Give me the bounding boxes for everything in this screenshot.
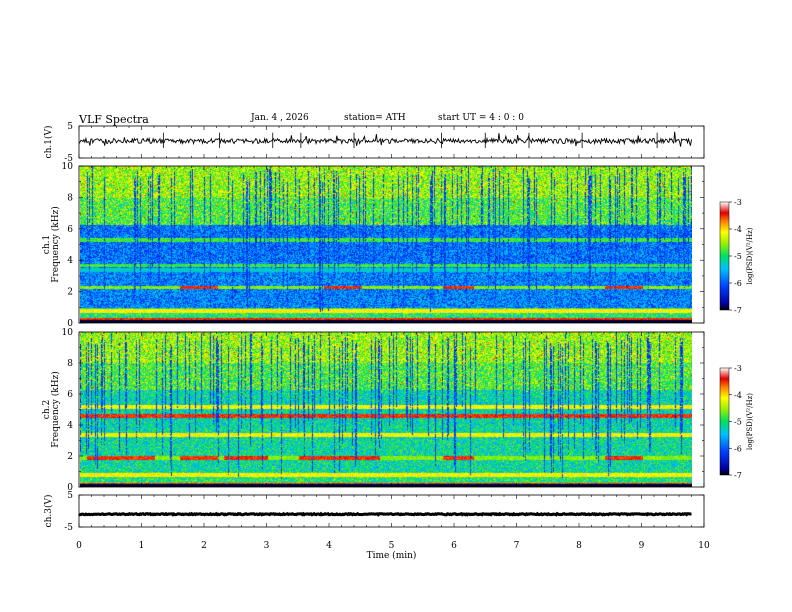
ch1-waveform-frame	[78, 125, 705, 159]
y-tick-label: 6	[67, 390, 73, 400]
ch1-waveform-trace	[78, 131, 692, 147]
y-tick-label: 4	[67, 421, 73, 431]
start-ut-label: start UT = 4 : 0 : 0	[438, 113, 524, 123]
channel-label: ch.1	[42, 235, 52, 254]
y-tick-label: 4	[67, 256, 73, 266]
x-tick-label: 7	[514, 541, 520, 551]
channel-label: ch.2	[42, 400, 52, 419]
y-axis-label: ch.3(V)	[43, 495, 54, 528]
y-tick-label: 2	[67, 452, 73, 462]
colorbar-label: log(PSD)(V²/Hz)	[746, 393, 754, 450]
figure-title: VLF Spectra	[79, 113, 149, 126]
y-tick-label: 2	[67, 288, 73, 298]
ch2-spectrogram-image	[80, 332, 692, 487]
colorbar-label: log(PSD)(V²/Hz)	[746, 227, 754, 284]
x-tick-label: 8	[576, 541, 582, 551]
x-tick-label: 3	[264, 541, 270, 551]
x-tick-label: 4	[326, 541, 332, 551]
colorbar-tick-label: -4	[734, 225, 742, 234]
ch3-waveform-frame	[78, 494, 705, 528]
colorbar-tick-label: -5	[734, 418, 742, 427]
colorbar-tick-label: -4	[734, 391, 742, 400]
station-label: station= ATH	[344, 113, 406, 123]
y-tick-label: 10	[62, 162, 74, 172]
y-tick-label: -5	[64, 523, 73, 533]
y-axis-label: ch.1(V)	[43, 126, 54, 159]
y-axis-label: Frequency (kHz)	[50, 371, 61, 448]
y-tick-label: 8	[67, 359, 73, 369]
x-tick-label: 1	[139, 541, 145, 551]
colorbar-tick-label: -7	[734, 306, 742, 315]
y-tick-label: 6	[67, 225, 73, 235]
x-tick-label: 9	[639, 541, 645, 551]
y-tick-label: 5	[67, 122, 73, 132]
x-tick-label: 0	[76, 541, 82, 551]
colorbar-tick-label: -3	[734, 364, 742, 373]
ch3-waveform-trace	[78, 511, 692, 517]
colorbar-tick-label: -7	[734, 471, 742, 480]
ch1-spectrogram-image	[80, 166, 692, 323]
colorbar-tick-label: -3	[734, 198, 742, 207]
x-tick-label: 6	[451, 541, 457, 551]
y-tick-label: 10	[62, 328, 74, 338]
y-tick-label: 8	[67, 193, 73, 203]
colorbar-tick-label: -5	[734, 252, 742, 261]
x-tick-label: 10	[698, 541, 710, 551]
y-axis-label: Frequency (kHz)	[50, 206, 61, 283]
x-tick-label: 2	[201, 541, 207, 551]
colorbar-tick-label: -6	[734, 279, 742, 288]
x-axis-label: Time (min)	[367, 550, 417, 561]
date-label: Jan. 4 , 2026	[251, 113, 309, 123]
y-tick-label: 5	[67, 491, 73, 501]
y-tick-label: 0	[67, 319, 73, 329]
colorbar-1	[719, 201, 730, 311]
colorbar-tick-label: -6	[734, 444, 742, 453]
y-tick-label: -5	[64, 154, 73, 164]
colorbar-2	[719, 367, 730, 476]
x-tick-label: 5	[389, 541, 395, 551]
y-tick-label: 0	[67, 483, 73, 493]
